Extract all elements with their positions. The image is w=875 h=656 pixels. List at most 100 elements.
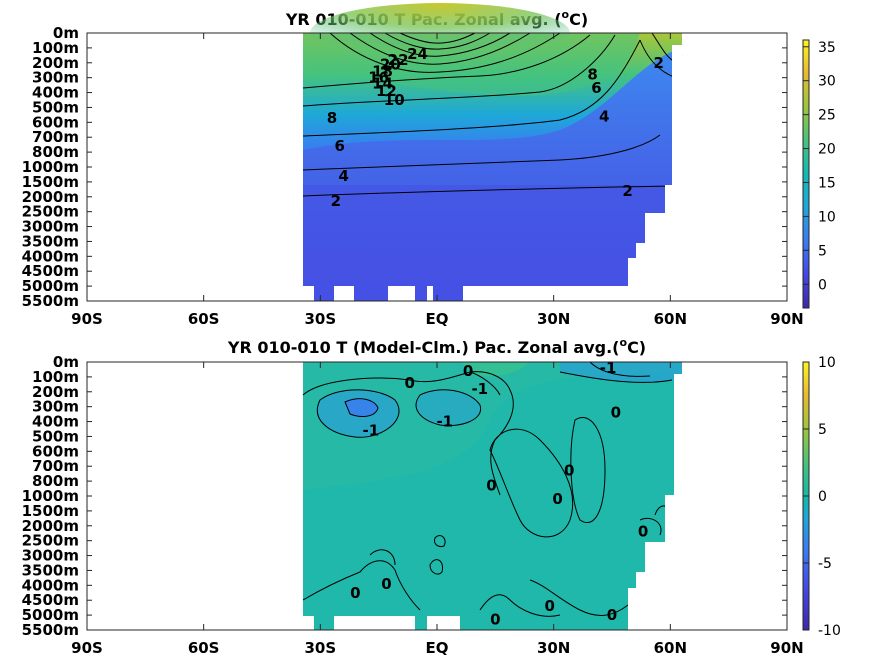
y-tick-label: 800m xyxy=(32,143,79,161)
contour-label: 0 xyxy=(611,404,621,422)
y-tick-label: 3500m xyxy=(22,232,79,250)
colorbar-tick-label: 25 xyxy=(818,108,836,124)
contour-label: 0 xyxy=(490,611,500,629)
colorbar-tick-label: 35 xyxy=(818,40,836,56)
contour-label: 0 xyxy=(545,597,555,615)
x-tick-label: EQ xyxy=(426,639,449,656)
colorbar-tick-label: -5 xyxy=(818,556,832,572)
y-tick-label: 700m xyxy=(32,128,79,146)
contour-label: 0 xyxy=(552,490,562,508)
contour-label: 4 xyxy=(338,167,348,185)
colorbar-tick-label: 0 xyxy=(818,489,827,505)
y-tick-label: 400m xyxy=(32,84,79,102)
y-tick-label: 1000m xyxy=(22,487,79,505)
y-tick-label: 300m xyxy=(32,398,79,416)
y-tick-label: 3000m xyxy=(22,547,79,565)
x-tick-label: 30N xyxy=(537,639,570,656)
contour-label: 20 xyxy=(380,55,401,73)
y-tick-label: 600m xyxy=(32,113,79,131)
contour-label: 4 xyxy=(599,107,609,125)
contour-label: -1 xyxy=(436,413,453,431)
y-tick-label: 0m xyxy=(53,24,79,42)
x-tick-label: 60N xyxy=(654,639,687,656)
y-tick-label: 200m xyxy=(32,383,79,401)
contour-label: 2 xyxy=(331,192,341,210)
panel2-colorbar: -10 -5 0 5 10 xyxy=(802,355,841,639)
y-tick-label: 5000m xyxy=(22,277,79,295)
y-tick-label: 2000m xyxy=(22,188,79,206)
contour-label: 0 xyxy=(381,575,391,593)
y-tick-label: 100m xyxy=(32,39,79,57)
contour-label: 0 xyxy=(405,374,415,392)
contour-label: 10 xyxy=(384,91,405,109)
x-tick-label: 60N xyxy=(654,310,687,328)
x-tick-label: 30S xyxy=(304,310,336,328)
contour-label: 0 xyxy=(607,606,617,624)
y-tick-label: 500m xyxy=(32,427,79,445)
colorbar-tick-label: 0 xyxy=(818,277,827,293)
x-tick-label: 90N xyxy=(770,310,803,328)
panel-temperature: YR 010-010 T Pac. Zonal avg. (oC) xyxy=(22,3,836,328)
panel1-colorbar-scale xyxy=(803,40,809,308)
y-tick-label: 800m xyxy=(32,472,79,490)
y-tick-label: 400m xyxy=(32,413,79,431)
x-tick-label: 90N xyxy=(770,639,803,656)
y-tick-label: 4500m xyxy=(22,591,79,609)
x-tick-label: 90S xyxy=(71,639,103,656)
panel2-x-axis: 90S 60S 30S EQ 30N 60N 90N xyxy=(71,362,804,656)
y-tick-label: 200m xyxy=(32,54,79,72)
panel2-topography xyxy=(303,374,682,630)
contour-label: 14 xyxy=(372,75,393,93)
colorbar-tick-label: 5 xyxy=(818,243,827,259)
y-tick-label: 600m xyxy=(32,442,79,460)
contour-label: 22 xyxy=(388,51,409,69)
y-tick-label: 4000m xyxy=(22,576,79,594)
contour-label: 0 xyxy=(463,362,473,380)
contour-label: -1 xyxy=(600,359,617,377)
panel2-y-axis: 0m100m200m300m400m500m600m700m800m1000m1… xyxy=(22,353,787,639)
contour-label: 6 xyxy=(591,79,601,97)
y-tick-label: 700m xyxy=(32,457,79,475)
panel1-contours xyxy=(302,32,683,197)
y-tick-label: 2500m xyxy=(22,203,79,221)
y-tick-label: 2000m xyxy=(22,517,79,535)
y-tick-label: 3000m xyxy=(22,218,79,236)
y-tick-label: 1500m xyxy=(22,173,79,191)
y-tick-label: 1500m xyxy=(22,502,79,520)
x-tick-label: EQ xyxy=(426,310,449,328)
y-tick-label: 5500m xyxy=(22,292,79,310)
y-tick-label: 1000m xyxy=(22,158,79,176)
contour-label: 0 xyxy=(486,477,496,495)
panel1-colorbar: 0 5 10 15 20 25 30 35 xyxy=(802,39,836,309)
panel-anomaly: YR 010-010 T (Model-Clm.) Pac. Zonal avg… xyxy=(22,336,841,656)
y-tick-label: 0m xyxy=(53,353,79,371)
contour-label: 8 xyxy=(327,109,337,127)
colorbar-tick-label: 30 xyxy=(818,74,836,90)
contour-label: 0 xyxy=(564,462,574,480)
y-tick-label: 4500m xyxy=(22,262,79,280)
contour-label: -1 xyxy=(471,380,488,398)
colorbar-tick-label: 10 xyxy=(818,355,836,371)
panel2-contours xyxy=(302,361,673,617)
contour-label: 8 xyxy=(587,66,597,84)
contour-label: 2 xyxy=(622,182,632,200)
x-tick-label: 60S xyxy=(188,639,220,656)
contour-label: 12 xyxy=(376,82,397,100)
panel2-title: YR 010-010 T (Model-Clm.) Pac. Zonal avg… xyxy=(227,336,646,357)
y-tick-label: 100m xyxy=(32,368,79,386)
panel1-topography xyxy=(303,45,682,301)
colorbar-tick-label: -10 xyxy=(818,623,841,639)
x-tick-label: 60S xyxy=(188,310,220,328)
x-tick-label: 30N xyxy=(537,310,570,328)
contour-label: 0 xyxy=(350,584,360,602)
contour-label: 18 xyxy=(372,63,393,81)
colorbar-tick-label: 15 xyxy=(818,175,836,191)
y-tick-label: 5500m xyxy=(22,621,79,639)
colorbar-tick-label: 10 xyxy=(818,209,836,225)
contour-label: 24 xyxy=(407,45,428,63)
